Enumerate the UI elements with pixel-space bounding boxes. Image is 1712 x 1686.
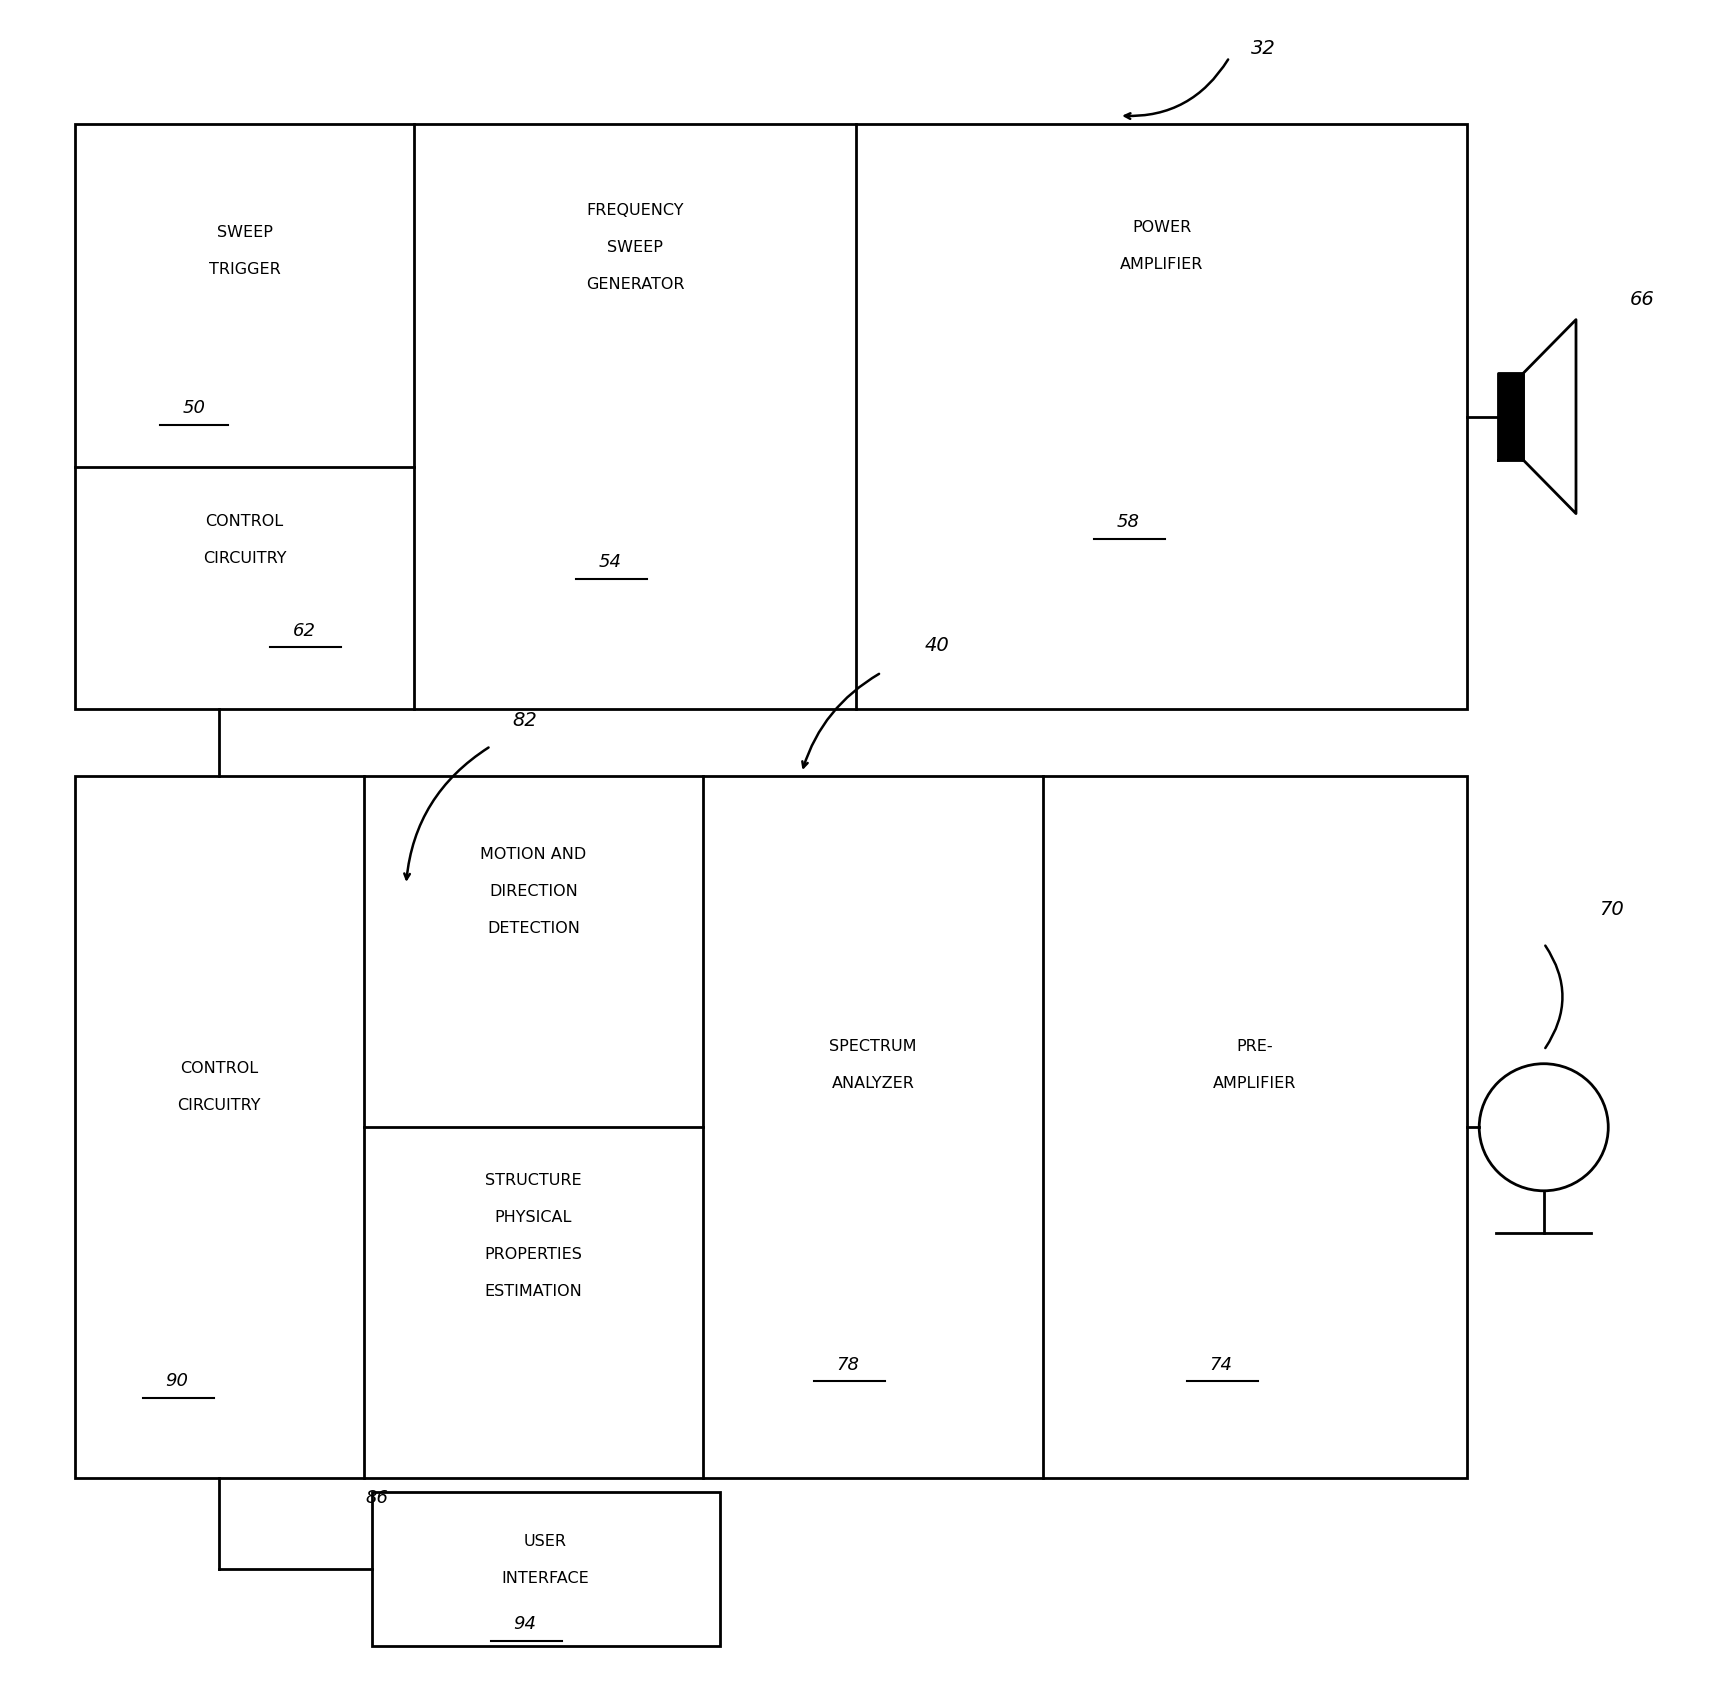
Text: 62: 62 [293,622,315,639]
Text: DIRECTION: DIRECTION [490,883,577,899]
Text: 90: 90 [166,1372,188,1391]
Polygon shape [1498,373,1524,460]
Polygon shape [1524,320,1577,514]
Text: INTERFACE: INTERFACE [502,1571,589,1587]
Text: CIRCUITRY: CIRCUITRY [204,551,286,566]
Text: 86: 86 [366,1489,389,1507]
Text: 94: 94 [514,1615,536,1632]
Text: PROPERTIES: PROPERTIES [484,1248,582,1261]
Text: SWEEP: SWEEP [608,239,663,255]
Text: 82: 82 [512,711,538,730]
Text: ANALYZER: ANALYZER [832,1076,914,1091]
Text: CONTROL: CONTROL [205,514,284,529]
Text: DETECTION: DETECTION [486,921,580,936]
Text: CONTROL: CONTROL [180,1060,259,1076]
Text: TRIGGER: TRIGGER [209,261,281,277]
Text: PRE-: PRE- [1236,1040,1274,1054]
Bar [75,776,1467,1479]
Text: CIRCUITRY: CIRCUITRY [178,1098,260,1113]
Text: SPECTRUM: SPECTRUM [829,1040,916,1054]
Text: 32: 32 [1251,39,1275,59]
Text: 78: 78 [835,1356,859,1374]
Text: 74: 74 [1210,1356,1233,1374]
Text: 50: 50 [181,400,205,416]
Text: 66: 66 [1630,290,1654,309]
Text: PHYSICAL: PHYSICAL [495,1211,572,1226]
Text: MOTION AND: MOTION AND [481,846,587,862]
Text: AMPLIFIER: AMPLIFIER [1120,256,1204,271]
Text: 54: 54 [597,553,621,572]
Text: 70: 70 [1599,900,1625,919]
Text: STRUCTURE: STRUCTURE [484,1173,582,1189]
Text: USER: USER [524,1534,567,1549]
Text: GENERATOR: GENERATOR [586,277,685,292]
Text: FREQUENCY: FREQUENCY [587,204,685,219]
Bar [372,1492,721,1646]
Text: AMPLIFIER: AMPLIFIER [1214,1076,1296,1091]
Text: 40: 40 [924,636,950,656]
Text: POWER: POWER [1132,221,1192,234]
Text: ESTIMATION: ESTIMATION [484,1283,582,1298]
Text: SWEEP: SWEEP [217,226,272,239]
Text: 58: 58 [1116,513,1138,531]
Bar [75,125,1467,710]
